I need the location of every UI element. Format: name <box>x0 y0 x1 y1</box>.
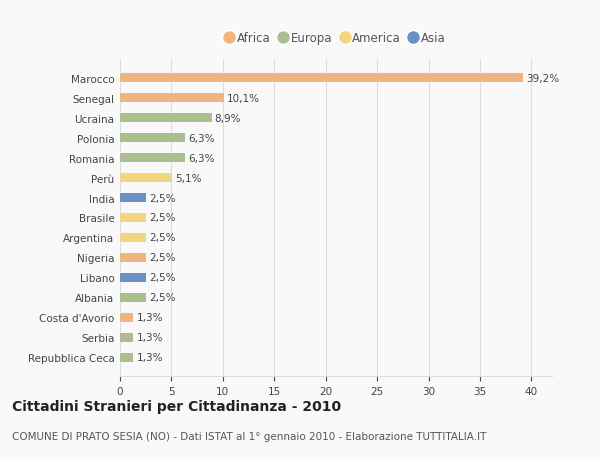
Bar <box>120 213 146 223</box>
Bar <box>120 353 133 362</box>
Text: 8,9%: 8,9% <box>215 113 241 123</box>
Text: 2,5%: 2,5% <box>149 213 175 223</box>
Text: 5,1%: 5,1% <box>176 173 202 183</box>
Text: 1,3%: 1,3% <box>136 353 163 363</box>
Bar <box>120 94 224 103</box>
Text: 39,2%: 39,2% <box>526 73 559 84</box>
Text: 2,5%: 2,5% <box>149 233 175 243</box>
Bar <box>120 333 133 342</box>
Text: 10,1%: 10,1% <box>227 94 260 103</box>
Bar <box>120 114 212 123</box>
Bar <box>120 74 523 83</box>
Bar <box>120 134 185 143</box>
Text: 2,5%: 2,5% <box>149 273 175 283</box>
Text: 2,5%: 2,5% <box>149 253 175 263</box>
Bar <box>120 253 146 263</box>
Text: 1,3%: 1,3% <box>136 333 163 342</box>
Bar <box>120 194 146 202</box>
Text: COMUNE DI PRATO SESIA (NO) - Dati ISTAT al 1° gennaio 2010 - Elaborazione TUTTIT: COMUNE DI PRATO SESIA (NO) - Dati ISTAT … <box>12 431 487 442</box>
Text: 2,5%: 2,5% <box>149 293 175 303</box>
Text: Cittadini Stranieri per Cittadinanza - 2010: Cittadini Stranieri per Cittadinanza - 2… <box>12 399 341 413</box>
Bar <box>120 174 172 183</box>
Bar <box>120 273 146 282</box>
Bar <box>120 313 133 322</box>
Bar <box>120 154 185 163</box>
Text: 2,5%: 2,5% <box>149 193 175 203</box>
Text: 6,3%: 6,3% <box>188 133 214 143</box>
Text: 6,3%: 6,3% <box>188 153 214 163</box>
Text: 1,3%: 1,3% <box>136 313 163 323</box>
Legend: Africa, Europa, America, Asia: Africa, Europa, America, Asia <box>221 28 451 50</box>
Bar <box>120 293 146 302</box>
Bar <box>120 234 146 242</box>
